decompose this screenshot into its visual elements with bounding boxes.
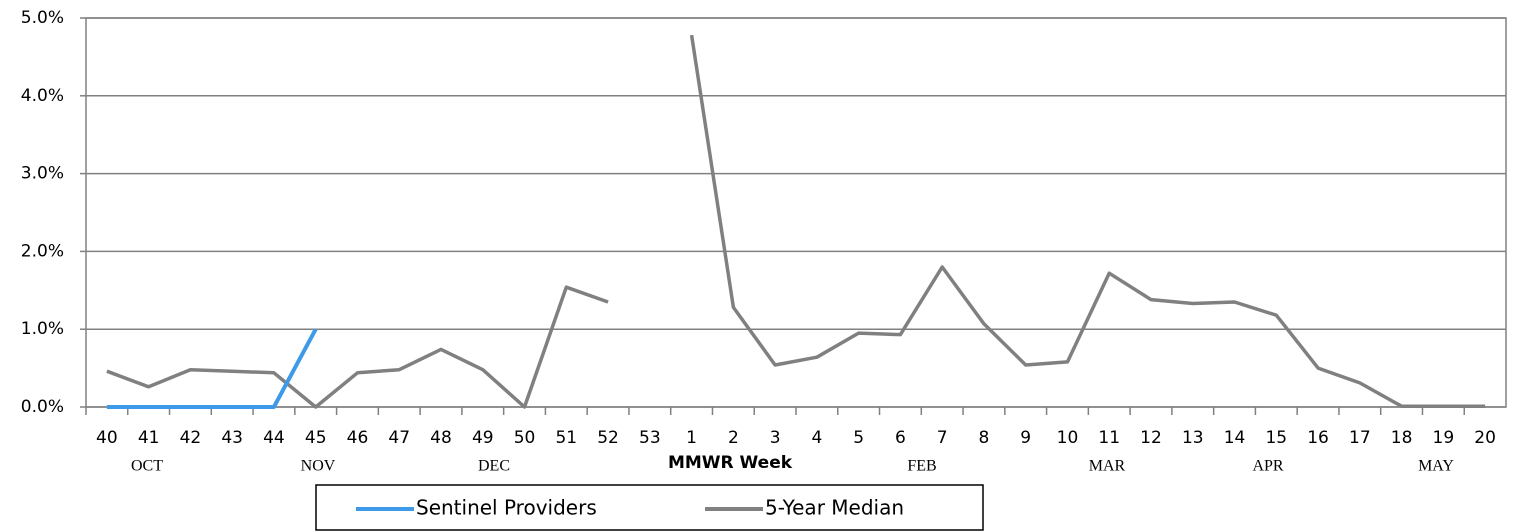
x-tick-label: 12	[1140, 428, 1162, 448]
x-tick-label: 20	[1474, 428, 1496, 448]
x-tick-label: 42	[180, 428, 202, 448]
x-tick-label: 5	[853, 428, 864, 448]
legend-box	[315, 484, 984, 531]
month-label: MAY	[1418, 458, 1454, 475]
x-tick-label: 16	[1307, 428, 1329, 448]
month-label: DEC	[478, 458, 510, 475]
legend-label: 5-Year Median	[765, 496, 904, 520]
month-label: NOV	[301, 458, 336, 475]
y-tick-label: 0.0%	[21, 397, 64, 417]
legend-label: Sentinel Providers	[416, 496, 597, 520]
x-tick-label: 46	[347, 428, 369, 448]
x-tick-label: 48	[430, 428, 452, 448]
y-tick-label: 1.0%	[21, 319, 64, 339]
plot-frame	[85, 17, 1507, 408]
x-tick-label: 15	[1265, 428, 1287, 448]
x-tick-label: 52	[597, 428, 619, 448]
y-tick-label: 4.0%	[21, 86, 64, 106]
x-tick-label: 1	[686, 428, 697, 448]
x-tick-label: 49	[472, 428, 494, 448]
x-tick-label: 47	[388, 428, 410, 448]
x-tick-label: 13	[1182, 428, 1204, 448]
x-tick-label: 41	[138, 428, 160, 448]
x-tick-label: 2	[728, 428, 739, 448]
y-tick-label: 5.0%	[21, 8, 64, 28]
x-tick-label: 7	[937, 428, 948, 448]
x-tick-label: 53	[639, 428, 661, 448]
x-tick-label: 51	[555, 428, 577, 448]
y-tick-label: 2.0%	[21, 241, 64, 261]
y-tick-label: 3.0%	[21, 164, 64, 184]
x-tick-label: 3	[770, 428, 781, 448]
x-axis-label: MMWR Week	[668, 453, 793, 473]
x-tick-label: 18	[1391, 428, 1413, 448]
x-tick-label: 50	[514, 428, 536, 448]
series-line	[106, 34, 1486, 409]
x-tick-label: 11	[1098, 428, 1120, 448]
month-label: OCT	[131, 458, 163, 475]
x-tick-label: 44	[263, 428, 285, 448]
x-tick-label: 4	[811, 428, 822, 448]
x-tick-label: 10	[1057, 428, 1079, 448]
x-tick-label: 17	[1349, 428, 1371, 448]
x-tick-label: 8	[979, 428, 990, 448]
x-tick-label: 45	[305, 428, 327, 448]
x-tick-label: 6	[895, 428, 906, 448]
month-label: MAR	[1089, 458, 1126, 475]
x-tick-label: 19	[1433, 428, 1455, 448]
x-tick-label: 14	[1224, 428, 1246, 448]
x-tick-label: 43	[221, 428, 243, 448]
x-tick-label: 9	[1020, 428, 1031, 448]
series-line	[106, 328, 318, 409]
x-tick-label: 40	[96, 428, 118, 448]
month-label: FEB	[907, 458, 936, 475]
month-label: APR	[1252, 458, 1283, 475]
